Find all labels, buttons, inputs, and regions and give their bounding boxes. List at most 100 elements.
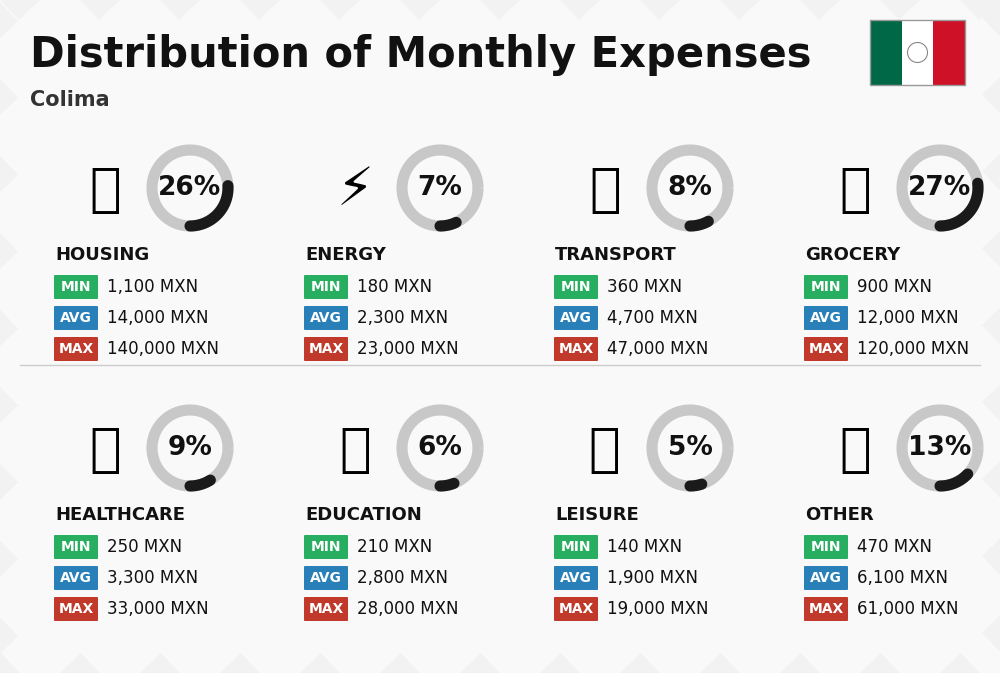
FancyBboxPatch shape [554,275,598,299]
Text: OTHER: OTHER [805,506,874,524]
Text: MAX: MAX [808,342,844,356]
FancyBboxPatch shape [304,275,348,299]
Text: 26%: 26% [158,175,222,201]
Text: MIN: MIN [561,540,591,554]
Text: MIN: MIN [61,280,91,294]
FancyBboxPatch shape [54,306,98,330]
Text: HEALTHCARE: HEALTHCARE [55,506,185,524]
Text: 🚌: 🚌 [589,164,621,216]
Text: 1,100 MXN: 1,100 MXN [107,278,198,296]
Text: Distribution of Monthly Expenses: Distribution of Monthly Expenses [30,34,812,76]
Text: AVG: AVG [60,311,92,325]
Text: GROCERY: GROCERY [805,246,900,264]
Text: 27%: 27% [908,175,972,201]
Text: EDUCATION: EDUCATION [305,506,422,524]
Text: MAX: MAX [58,602,94,616]
FancyBboxPatch shape [804,275,848,299]
FancyBboxPatch shape [554,337,598,361]
Text: MIN: MIN [811,540,841,554]
Text: 470 MXN: 470 MXN [857,538,932,556]
Text: 🛍️: 🛍️ [589,424,621,476]
Text: MIN: MIN [311,280,341,294]
FancyBboxPatch shape [554,566,598,590]
Text: 🎓: 🎓 [339,424,371,476]
FancyBboxPatch shape [804,337,848,361]
Text: 900 MXN: 900 MXN [857,278,932,296]
Text: 8%: 8% [668,175,712,201]
FancyBboxPatch shape [304,306,348,330]
FancyBboxPatch shape [304,337,348,361]
Text: 14,000 MXN: 14,000 MXN [107,309,208,327]
Text: MIN: MIN [311,540,341,554]
Text: 210 MXN: 210 MXN [357,538,432,556]
FancyBboxPatch shape [54,275,98,299]
FancyBboxPatch shape [804,597,848,621]
Text: AVG: AVG [560,571,592,585]
Text: 12,000 MXN: 12,000 MXN [857,309,959,327]
FancyBboxPatch shape [54,566,98,590]
Text: TRANSPORT: TRANSPORT [555,246,677,264]
Text: 180 MXN: 180 MXN [357,278,432,296]
FancyBboxPatch shape [554,306,598,330]
Text: MIN: MIN [811,280,841,294]
Text: 61,000 MXN: 61,000 MXN [857,600,958,618]
Text: ⚡: ⚡ [336,164,374,216]
Text: 🛒: 🛒 [839,164,871,216]
Text: MAX: MAX [558,342,594,356]
Text: AVG: AVG [60,571,92,585]
Text: 🏢: 🏢 [89,164,121,216]
FancyBboxPatch shape [304,597,348,621]
Text: MAX: MAX [308,602,344,616]
Text: 6%: 6% [418,435,462,461]
Text: 3,300 MXN: 3,300 MXN [107,569,198,587]
Text: 7%: 7% [418,175,462,201]
FancyBboxPatch shape [933,20,965,85]
Text: MAX: MAX [58,342,94,356]
FancyBboxPatch shape [804,535,848,559]
Text: AVG: AVG [810,571,842,585]
Text: 140 MXN: 140 MXN [607,538,682,556]
FancyBboxPatch shape [304,566,348,590]
Text: 47,000 MXN: 47,000 MXN [607,340,708,358]
Text: 360 MXN: 360 MXN [607,278,682,296]
Text: Colima: Colima [30,90,110,110]
Text: AVG: AVG [310,571,342,585]
Text: MAX: MAX [558,602,594,616]
Text: 2,800 MXN: 2,800 MXN [357,569,448,587]
Text: 120,000 MXN: 120,000 MXN [857,340,969,358]
Text: 28,000 MXN: 28,000 MXN [357,600,458,618]
FancyBboxPatch shape [54,597,98,621]
Text: 5%: 5% [668,435,712,461]
Text: MIN: MIN [561,280,591,294]
Text: 140,000 MXN: 140,000 MXN [107,340,219,358]
Text: LEISURE: LEISURE [555,506,639,524]
Text: MIN: MIN [61,540,91,554]
Text: 23,000 MXN: 23,000 MXN [357,340,459,358]
Text: ENERGY: ENERGY [305,246,386,264]
Text: 1,900 MXN: 1,900 MXN [607,569,698,587]
Text: AVG: AVG [310,311,342,325]
Text: 2,300 MXN: 2,300 MXN [357,309,448,327]
FancyBboxPatch shape [804,566,848,590]
Text: 6,100 MXN: 6,100 MXN [857,569,948,587]
FancyBboxPatch shape [54,337,98,361]
Text: 🫀: 🫀 [89,424,121,476]
FancyBboxPatch shape [902,20,933,85]
Text: 33,000 MXN: 33,000 MXN [107,600,209,618]
FancyBboxPatch shape [554,535,598,559]
Text: AVG: AVG [810,311,842,325]
Text: 👜: 👜 [839,424,871,476]
FancyBboxPatch shape [870,20,902,85]
Text: 4,700 MXN: 4,700 MXN [607,309,698,327]
FancyBboxPatch shape [54,535,98,559]
Text: AVG: AVG [560,311,592,325]
Text: 9%: 9% [168,435,212,461]
Text: 13%: 13% [908,435,972,461]
Text: HOUSING: HOUSING [55,246,149,264]
Text: MAX: MAX [808,602,844,616]
FancyBboxPatch shape [554,597,598,621]
Text: 19,000 MXN: 19,000 MXN [607,600,708,618]
Text: 250 MXN: 250 MXN [107,538,182,556]
Text: MAX: MAX [308,342,344,356]
FancyBboxPatch shape [304,535,348,559]
